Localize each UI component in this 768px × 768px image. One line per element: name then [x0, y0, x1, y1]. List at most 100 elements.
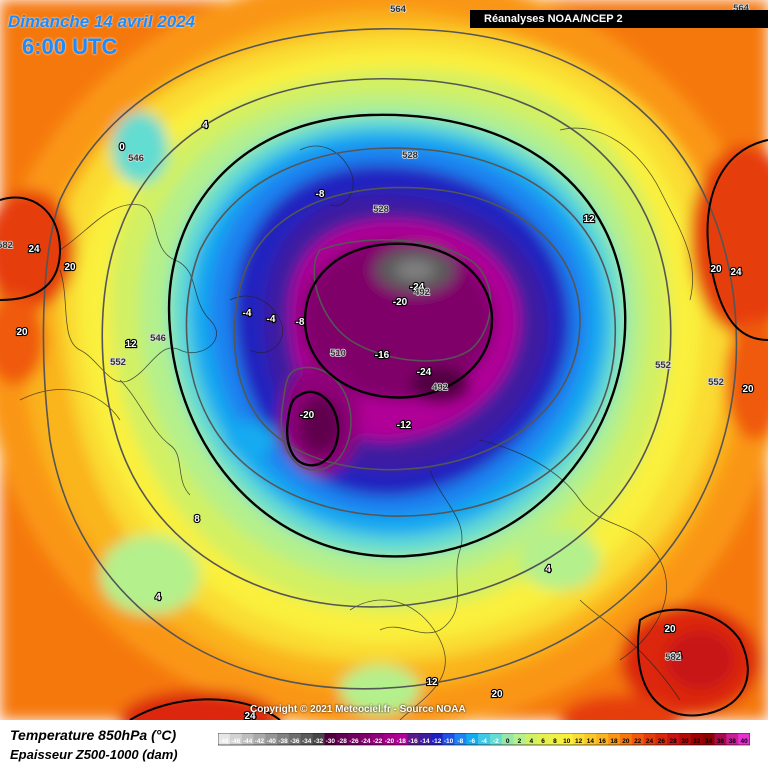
temperature-colorbar: -48 -46 -44 -42 -40 -38 -36 -34 -32 -30 -28 -26 -24-…	[218, 733, 750, 746]
colorbar-tick-label: -36	[290, 738, 300, 745]
colorbar-swatch	[407, 733, 420, 745]
colorbar-tick-label: 14	[587, 738, 595, 745]
colorbar-swatch	[418, 733, 432, 745]
temperature-contour-label: 4	[202, 120, 208, 131]
thickness-contour-label: 546	[128, 153, 144, 164]
colorbar-swatch	[288, 733, 302, 745]
thickness-contour-label: 492	[414, 287, 430, 298]
freezing-contours	[167, 113, 627, 558]
colorbar-tick-label: 22	[634, 738, 642, 745]
colorbar-tick-label: 18	[610, 738, 618, 745]
colorbar-tick-label: 12	[575, 738, 583, 745]
source-label: Réanalyses NOAA/NCEP 2	[470, 10, 768, 28]
temperature-contour-label: -12	[397, 420, 412, 431]
colorbar-tick-label: 32	[693, 738, 701, 745]
temperature-contour-label: 0	[119, 142, 125, 153]
colorbar-swatch	[690, 733, 704, 745]
colorbar-tick-label: 2	[518, 738, 522, 745]
thickness-contour-label: 528	[373, 204, 389, 215]
thickness-contours	[42, 27, 738, 690]
colorbar-tick-label: 4	[529, 738, 533, 745]
map-contour-labels: -24-24-20-20-16-12-8-8-4-404448121212202…	[0, 2, 755, 720]
colorbar-swatch	[619, 733, 633, 745]
temperature-contour-label: 12	[426, 677, 438, 688]
colorbar-tick-label: -2	[493, 738, 499, 745]
colorbar-swatch	[359, 733, 372, 745]
colorbar-swatch	[714, 733, 727, 745]
thickness-contour-label: 510	[330, 348, 346, 359]
colorbar-tick-label: 34	[705, 738, 713, 745]
continent-outlines	[19, 127, 694, 720]
colorbar-tick-label: 8	[553, 738, 557, 745]
legend-panel	[0, 724, 768, 768]
temperature-contour-label: 20	[64, 262, 76, 273]
colorbar-swatch	[513, 733, 526, 745]
colorbar-tick-label: -4	[481, 738, 487, 745]
colorbar-tick-label: -16	[408, 738, 418, 745]
colorbar-swatch	[241, 733, 254, 745]
temperature-contour-label: -4	[267, 314, 276, 325]
colorbar-tick-label: 20	[622, 738, 630, 745]
colorbar-tick-label: 28	[670, 738, 678, 745]
thickness-contour-label: 546	[150, 333, 166, 344]
temperature-contour-label: -20	[393, 297, 408, 308]
colorbar-swatch	[667, 733, 680, 745]
legend-title-temperature: Temperature 850hPa (°C)	[10, 727, 177, 743]
temperature-contour-label: -24	[410, 282, 425, 293]
temperature-contour-label: 24	[730, 267, 742, 278]
thickness-contour-label: 564	[390, 4, 407, 15]
colorbar-tick-label: -10	[444, 738, 454, 745]
colorbar-tick-label: -20	[385, 738, 395, 745]
temperature-contour-label: -8	[316, 189, 325, 200]
colorbar-swatch	[336, 733, 349, 745]
colorbar-tick-label: 10	[563, 738, 571, 745]
colorbar-tick-label: 36	[717, 738, 725, 745]
temperature-contour-label: 8	[194, 514, 200, 525]
colorbar-swatch	[442, 733, 455, 745]
colorbar-tick-label: 40	[740, 738, 748, 745]
temperature-contour-label: 4	[155, 592, 161, 603]
colorbar-swatch	[655, 733, 668, 745]
copyright-notice: Copyright © 2021 Meteociel.fr - Source N…	[250, 704, 466, 715]
temperature-contour-label: 24	[670, 651, 682, 662]
temperature-contour-label: 4	[545, 564, 551, 575]
colorbar-tick-label: -24	[361, 738, 371, 745]
colorbar-swatch	[371, 733, 384, 745]
colorbar-swatch	[501, 733, 514, 745]
colorbar-swatch	[549, 733, 562, 745]
colorbar-tick-label: -6	[469, 738, 475, 745]
colorbar-swatch	[383, 733, 396, 745]
colorbar-swatch	[348, 733, 361, 745]
colorbar-tick-label: -34	[302, 738, 312, 745]
colorbar-tick-label: 26	[658, 738, 666, 745]
temperature-contour-label: 20	[710, 264, 722, 275]
colorbar-swatch	[277, 733, 290, 745]
colorbar-swatch	[738, 733, 750, 745]
colorbar-swatch	[324, 733, 337, 745]
colorbar-tick-label: -28	[337, 738, 347, 745]
colorbar-tick-label: -46	[231, 738, 241, 745]
colorbar-swatch	[454, 733, 467, 745]
thickness-contour-label: 582	[665, 652, 681, 663]
colorbar-swatch	[679, 733, 692, 745]
colorbar-tick-label: 24	[646, 738, 654, 745]
temperature-contour-label: 20	[664, 624, 676, 635]
temperature-contour-label: -16	[375, 350, 390, 361]
colorbar-tick-label: -30	[326, 738, 336, 745]
colorbar-swatch	[537, 733, 550, 745]
colorbar-swatch	[312, 733, 325, 745]
warm-contours	[0, 139, 768, 720]
colorbar-swatch	[608, 733, 621, 745]
colorbar-tick-label: 38	[729, 738, 737, 745]
temperature-contour-label: -24	[417, 367, 432, 378]
colorbar-swatch	[726, 733, 739, 745]
colorbar-swatch	[265, 733, 278, 745]
colorbar-tick-label: -12	[432, 738, 442, 745]
colorbar-tick-label: 30	[681, 738, 689, 745]
time-title: 6:00 UTC	[22, 34, 118, 59]
colorbar-tick-label: -22	[373, 738, 383, 745]
colorbar-swatch	[631, 733, 644, 745]
colorbar-swatch	[253, 733, 266, 745]
colorbar-swatch	[218, 733, 231, 745]
